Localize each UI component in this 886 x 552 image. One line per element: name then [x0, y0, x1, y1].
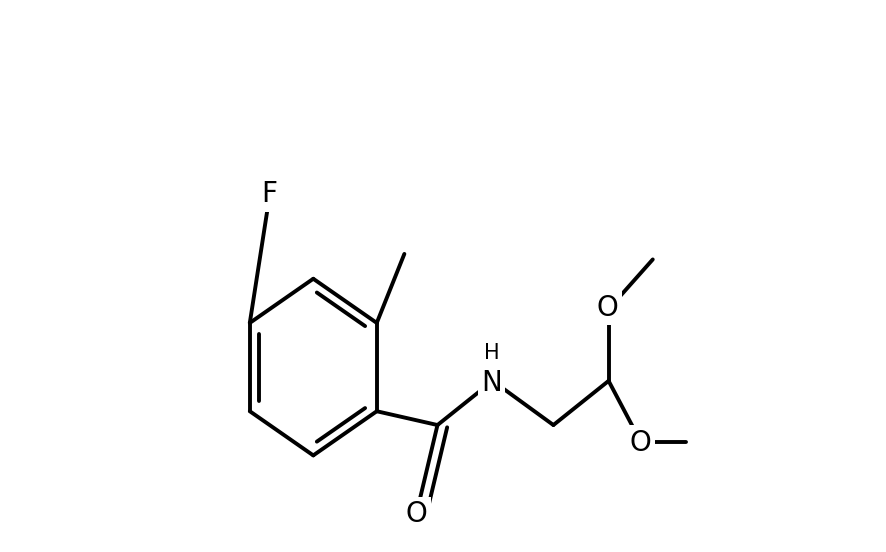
- Text: O: O: [630, 429, 651, 457]
- Text: N: N: [481, 369, 502, 396]
- Text: O: O: [406, 501, 427, 528]
- Text: O: O: [596, 294, 618, 322]
- Text: H: H: [484, 343, 500, 363]
- Text: F: F: [261, 181, 277, 208]
